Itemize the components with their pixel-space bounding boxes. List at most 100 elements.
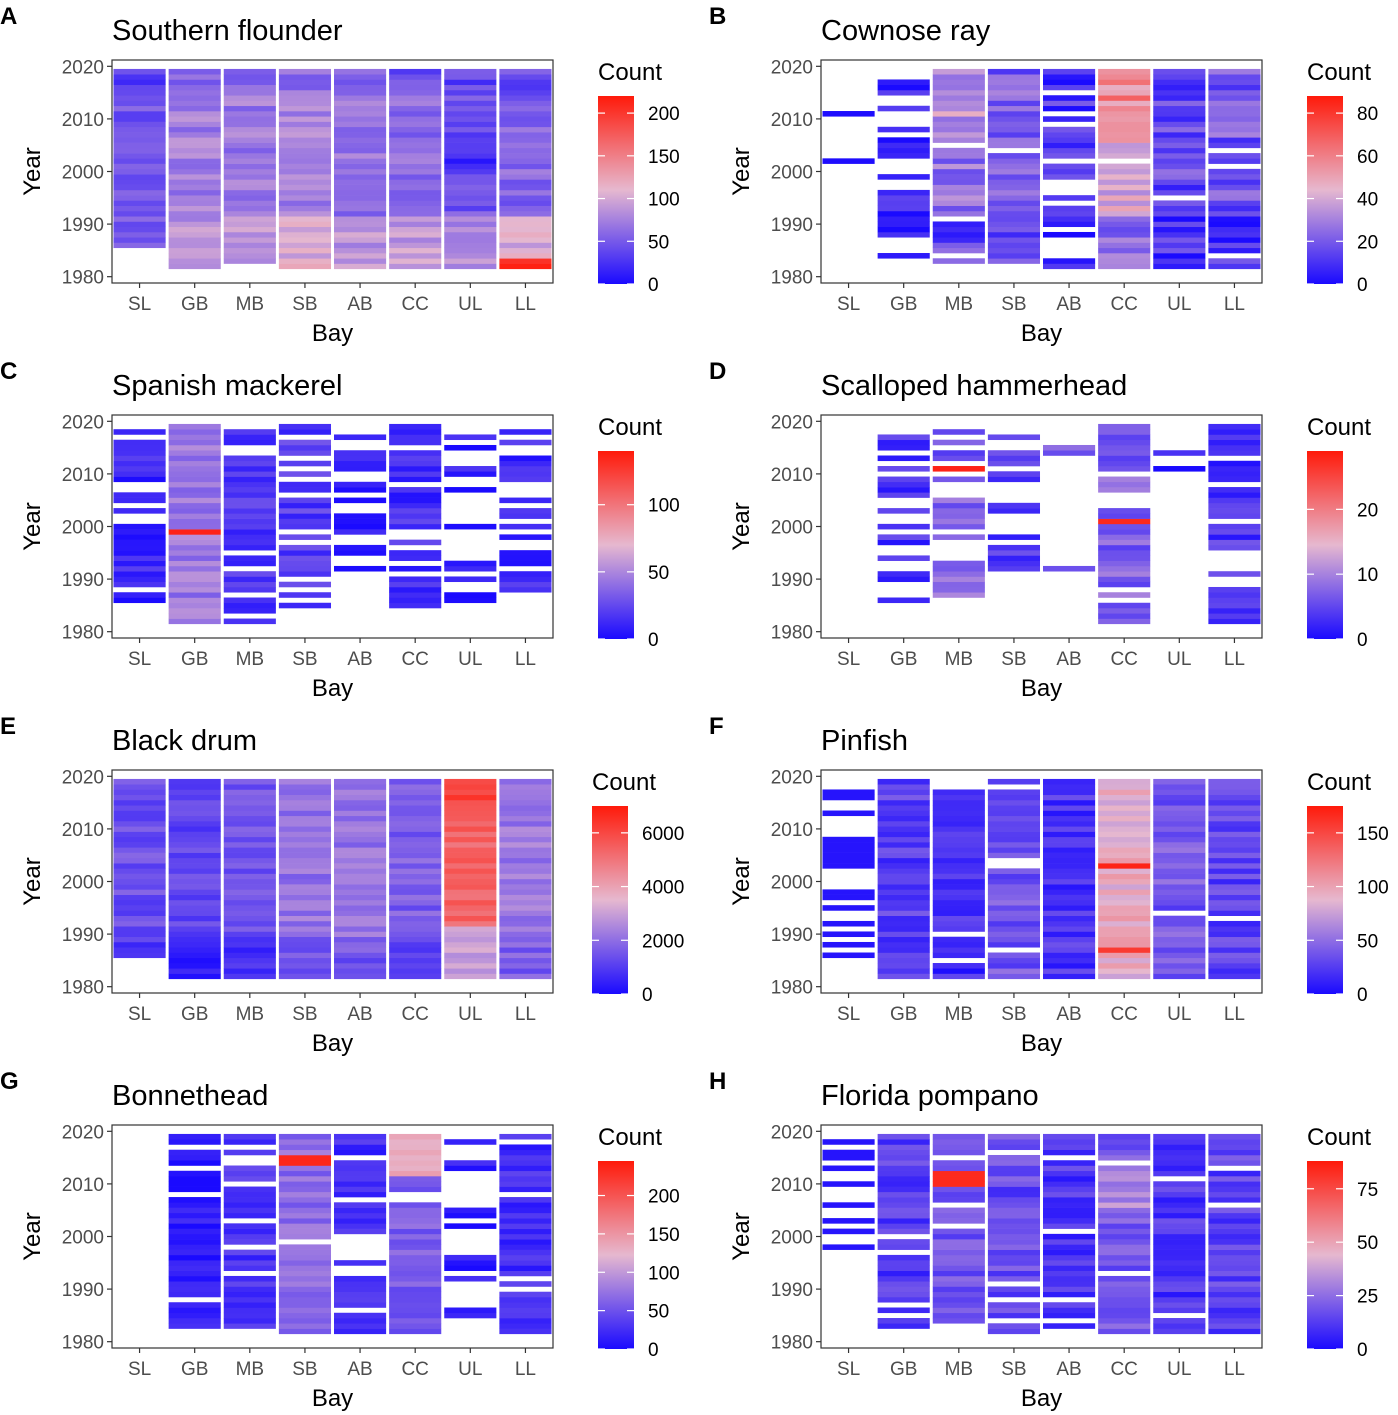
heat-cell: [278, 79, 332, 86]
heat-cell: [877, 926, 930, 932]
heat-cell: [877, 931, 930, 938]
heat-cell: [168, 1228, 221, 1235]
legend-tick-label: 0: [1357, 985, 1368, 1006]
heat-cell: [389, 852, 442, 859]
heat-cell: [389, 1154, 442, 1161]
heat-cell: [1098, 805, 1151, 811]
heat-cell: [113, 821, 166, 827]
x-tick-label: CC: [1110, 1359, 1137, 1380]
heat-cell: [932, 205, 985, 212]
heat-cell: [932, 1318, 985, 1324]
heat-cell: [113, 126, 166, 133]
heat-cell: [278, 884, 332, 890]
y-tick-label: 2000: [771, 1228, 813, 1249]
heat-cell: [932, 163, 985, 170]
heat-cell: [877, 1149, 930, 1156]
legend-tick-label: 50: [648, 232, 669, 253]
heat-cell: [168, 926, 221, 932]
heat-cell: [499, 100, 552, 107]
heat-cell: [334, 831, 387, 838]
heat-cell: [932, 1133, 985, 1140]
heat-cell: [389, 1318, 442, 1324]
heat-cell: [389, 487, 442, 493]
heat-cell: [113, 492, 166, 498]
heat-cell: [168, 963, 221, 969]
heat-cell: [334, 1149, 387, 1156]
heat-cell: [877, 1239, 930, 1245]
heat-cell: [168, 242, 221, 249]
heat-cell: [1153, 931, 1206, 938]
x-axis-title: Bay: [1021, 1030, 1062, 1057]
heat-cell: [987, 200, 1041, 206]
heat-cell: [1098, 592, 1151, 598]
heat-cell: [1153, 868, 1206, 874]
heat-cell: [1153, 1249, 1206, 1256]
heat-cell: [877, 434, 930, 441]
heat-cell: [389, 963, 442, 969]
heat-cell: [499, 1249, 552, 1256]
heat-cell: [987, 973, 1041, 980]
heat-cell: [1153, 936, 1206, 943]
heat-cell: [168, 1233, 221, 1240]
heat-cell: [1098, 1218, 1151, 1224]
heat-cell: [1098, 794, 1151, 801]
heat-cell: [444, 1275, 497, 1282]
heat-cell: [877, 884, 930, 890]
heat-cell: [113, 523, 166, 530]
heat-cell: [932, 476, 985, 483]
heatmap-cells: [822, 1133, 1261, 1335]
heat-cell: [113, 168, 166, 175]
heat-cell: [822, 847, 875, 853]
heat-cell: [444, 466, 497, 472]
heat-cell: [113, 899, 166, 906]
heat-cell: [389, 1228, 442, 1235]
x-tick-label: LL: [515, 649, 536, 670]
heat-cell: [278, 571, 332, 577]
heat-cell: [334, 460, 387, 467]
heat-cell: [1098, 466, 1151, 472]
heat-cell: [1098, 455, 1151, 462]
heat-cell: [168, 1154, 221, 1161]
heat-cell: [499, 205, 552, 212]
heat-cell: [444, 258, 497, 264]
heat-cell: [987, 1218, 1041, 1224]
legend-tick-label: 20: [1357, 232, 1378, 253]
heat-cell: [334, 847, 387, 853]
heat-cell: [1153, 163, 1206, 170]
heat-cell: [223, 794, 276, 801]
heat-cell: [113, 116, 166, 122]
heat-cell: [932, 247, 985, 254]
heat-cell: [444, 1165, 497, 1172]
heat-cell: [1043, 1275, 1096, 1282]
panel-letter: D: [709, 358, 726, 385]
panel-title: Cownose ray: [821, 15, 991, 47]
heat-cell: [877, 836, 930, 843]
heat-cell: [499, 884, 552, 890]
heat-cell: [932, 258, 985, 264]
heat-cell: [223, 79, 276, 86]
heat-cell: [1153, 1139, 1206, 1145]
heat-cell: [278, 450, 332, 456]
heat-cell: [168, 1265, 221, 1271]
heat-cell: [1098, 242, 1151, 249]
heat-cell: [1208, 1239, 1261, 1245]
heat-cell: [1043, 1176, 1096, 1182]
heat-cell: [877, 1170, 930, 1177]
heat-cell: [987, 941, 1041, 948]
heat-cell: [1043, 1265, 1096, 1271]
heat-cell: [334, 789, 387, 796]
heat-cell: [822, 905, 875, 911]
heat-cell: [1208, 1307, 1261, 1314]
heat-cell: [932, 852, 985, 859]
legend-title: Count: [1307, 414, 1371, 441]
heat-cell: [987, 889, 1041, 895]
heat-cell: [499, 221, 552, 228]
heat-cell: [168, 487, 221, 493]
heat-cell: [223, 597, 276, 604]
x-tick-label: CC: [401, 649, 428, 670]
heat-cell: [1208, 95, 1261, 101]
heat-cell: [278, 1139, 332, 1145]
heat-cell: [389, 460, 442, 467]
heat-cell: [223, 842, 276, 848]
heat-cell: [168, 189, 221, 196]
